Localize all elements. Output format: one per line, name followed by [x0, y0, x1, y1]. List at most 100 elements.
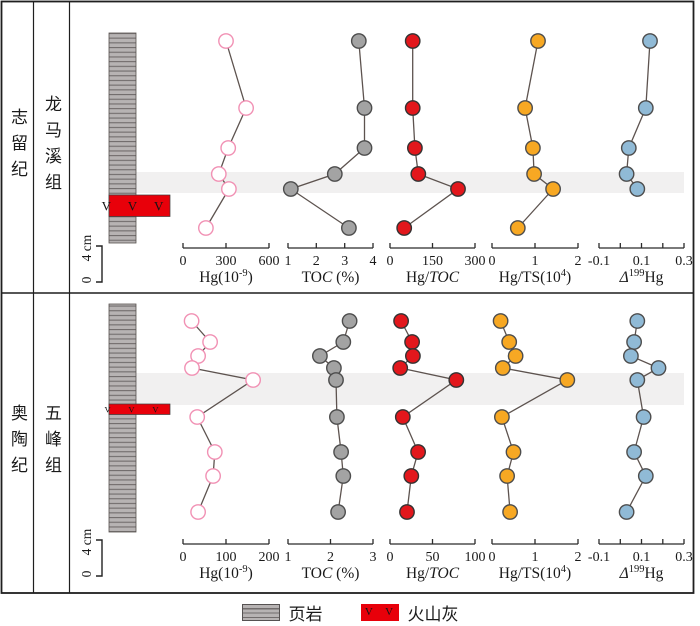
- hgts-data-point: [530, 33, 546, 49]
- d199-data-point: [626, 444, 642, 460]
- tick-label: 0: [180, 254, 187, 269]
- legend-label-volcanic-ash: 火山灰: [407, 604, 459, 624]
- hgtoc-data-point: [450, 181, 466, 197]
- d199-data-point: [629, 372, 646, 388]
- toc-data-point: [311, 348, 328, 364]
- panel-d199-0: -0.1 0.1 0.3 Δ199Hg: [588, 33, 693, 286]
- volcanic-ash-swatch: V V: [360, 603, 399, 621]
- tick-label: 0: [387, 550, 394, 565]
- hg-data-point: [184, 360, 200, 376]
- scale-top-label: 4 cm: [79, 528, 94, 555]
- tick-label: 50: [426, 550, 440, 565]
- hgtoc-data-point: [406, 140, 423, 156]
- toc-data-point: [335, 468, 352, 484]
- hgtoc-data-point: [392, 360, 409, 376]
- tick-label: 0.3: [675, 550, 693, 565]
- toc-data-point: [328, 372, 344, 388]
- era-label-top: 志留纪: [8, 108, 27, 186]
- tick-label: 1: [532, 550, 539, 565]
- hgts-data-point: [494, 360, 511, 376]
- hg-data-point: [245, 372, 262, 388]
- toc-data-point: [335, 334, 352, 350]
- hgtoc-data-point: [399, 504, 415, 520]
- depth-scale-bar: [96, 539, 103, 577]
- d199-data-point: [618, 166, 635, 182]
- hgts-data-point: [517, 100, 533, 116]
- hg-data-point: [205, 468, 222, 484]
- tick-label: 100: [465, 550, 486, 565]
- toc-data-point: [328, 409, 345, 425]
- hgts-data-point: [492, 313, 509, 329]
- hg-data-point: [206, 444, 223, 460]
- tick-label: 150: [422, 254, 443, 269]
- hgts-data-point: [507, 348, 524, 364]
- hgts-data-point: [502, 504, 518, 520]
- toc-data-point: [333, 444, 349, 460]
- scale-top-label: 4 cm: [79, 234, 94, 261]
- profile-line: [205, 40, 247, 229]
- tick-label: 0: [180, 550, 187, 565]
- legend-label-shale: 页岩: [288, 604, 323, 624]
- tick-label: -0.1: [588, 550, 610, 565]
- toc-data-point: [330, 504, 346, 520]
- hgtoc-data-point: [404, 33, 421, 49]
- axis-title: Hg/TS(104): [499, 564, 571, 582]
- hgtoc-data-point: [396, 220, 413, 236]
- d199-data-point: [626, 334, 642, 350]
- hgts-data-point: [559, 372, 576, 388]
- hg-data-point: [183, 313, 200, 329]
- tick-label: 300: [465, 254, 486, 269]
- hgtoc-data-point: [410, 166, 427, 182]
- hgts-data-point: [493, 409, 510, 425]
- panel-toc-1: 1 2 3 TOC (%): [285, 313, 377, 582]
- d199-data-point: [635, 409, 652, 425]
- hgts-data-point: [505, 444, 522, 460]
- axis-title: Hg/TS(104): [499, 268, 571, 286]
- hgts-data-point: [501, 334, 518, 350]
- scale-zero-label: 0: [79, 570, 94, 577]
- panel-hgtoc-1: 0 50 100 Hg/TOC: [387, 313, 486, 582]
- d199-data-point: [618, 504, 635, 520]
- tick-label: -0.1: [588, 254, 610, 269]
- tick-label: 200: [259, 550, 280, 565]
- hgtoc-data-point: [404, 100, 421, 116]
- scale-zero-label: 0: [79, 276, 94, 283]
- tick-label: 300: [216, 254, 237, 269]
- panel-hg-0: 0 300 600 Hg(10-9): [180, 33, 280, 286]
- d199-data-point: [620, 140, 637, 156]
- d199-data-point: [642, 33, 658, 49]
- hgtoc-data-point: [403, 468, 420, 484]
- profile-line: [517, 40, 555, 229]
- hgtoc-data-point: [393, 313, 409, 329]
- toc-data-point: [326, 166, 343, 182]
- hgtoc-data-point: [410, 444, 426, 460]
- formation-label-bottom: 五峰组: [42, 404, 61, 482]
- d199-data-point: [629, 313, 646, 329]
- d199-data-point: [637, 468, 654, 484]
- tick-label: 0.1: [633, 550, 651, 565]
- toc-data-point: [282, 181, 299, 197]
- profile-line: [403, 41, 460, 229]
- hg-data-point: [189, 409, 206, 425]
- volcanic-ash-layer: [108, 403, 171, 415]
- tick-label: 4: [370, 254, 377, 269]
- toc-data-point: [350, 33, 367, 49]
- toc-data-point: [341, 313, 358, 329]
- tick-label: 600: [259, 254, 280, 269]
- hg-data-point: [238, 100, 255, 116]
- shale-swatch: [241, 603, 280, 621]
- hgts-data-point: [499, 468, 515, 484]
- formation-label-top: 龙马溪组: [42, 95, 61, 199]
- tick-label: 1: [285, 254, 292, 269]
- tick-label: 0: [387, 254, 394, 269]
- tick-label: 0: [489, 254, 496, 269]
- hgts-data-point: [526, 166, 542, 182]
- tick-label: 2: [575, 254, 582, 269]
- hg-data-point: [210, 166, 227, 182]
- profile-line: [289, 40, 366, 229]
- tick-label: 1: [532, 254, 539, 269]
- tick-label: 2: [313, 254, 320, 269]
- hg-data-point: [220, 181, 237, 197]
- axis-title: Hg(10-9): [199, 268, 253, 286]
